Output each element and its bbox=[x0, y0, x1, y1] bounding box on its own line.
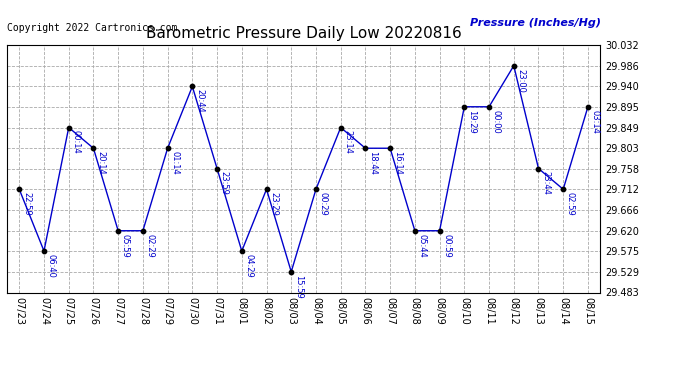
Text: 02:59: 02:59 bbox=[566, 192, 575, 216]
Point bbox=[335, 124, 346, 130]
Text: 00:29: 00:29 bbox=[319, 192, 328, 216]
Text: 01:14: 01:14 bbox=[170, 151, 179, 175]
Point bbox=[137, 228, 148, 234]
Point bbox=[509, 63, 520, 69]
Text: 00:59: 00:59 bbox=[442, 234, 451, 257]
Text: 23:59: 23:59 bbox=[220, 171, 229, 195]
Text: 06:40: 06:40 bbox=[47, 254, 56, 278]
Text: 23:14: 23:14 bbox=[344, 130, 353, 154]
Point bbox=[14, 186, 25, 192]
Point bbox=[360, 145, 371, 151]
Point bbox=[582, 104, 593, 110]
Point bbox=[434, 228, 445, 234]
Text: 23:44: 23:44 bbox=[541, 171, 550, 195]
Text: 03:14: 03:14 bbox=[591, 110, 600, 134]
Point bbox=[409, 228, 420, 234]
Text: 05:59: 05:59 bbox=[121, 234, 130, 257]
Text: 15:59: 15:59 bbox=[294, 274, 303, 298]
Point bbox=[236, 248, 247, 254]
Text: 18:44: 18:44 bbox=[368, 151, 377, 175]
Point bbox=[384, 145, 395, 151]
Point bbox=[88, 145, 99, 151]
Text: 19:29: 19:29 bbox=[467, 110, 476, 133]
Point bbox=[310, 186, 322, 192]
Point bbox=[558, 186, 569, 192]
Text: 00:14: 00:14 bbox=[72, 130, 81, 154]
Point bbox=[261, 186, 272, 192]
Text: 00:00: 00:00 bbox=[492, 110, 501, 133]
Text: Pressure (Inches/Hg): Pressure (Inches/Hg) bbox=[470, 18, 601, 28]
Point bbox=[187, 84, 198, 90]
Text: 05:44: 05:44 bbox=[417, 234, 426, 257]
Text: 22:59: 22:59 bbox=[22, 192, 31, 216]
Point bbox=[459, 104, 470, 110]
Text: 02:29: 02:29 bbox=[146, 234, 155, 257]
Point bbox=[212, 165, 223, 171]
Point bbox=[286, 269, 297, 275]
Point bbox=[162, 145, 173, 151]
Point bbox=[112, 228, 124, 234]
Text: 04:29: 04:29 bbox=[244, 254, 253, 278]
Text: 16:14: 16:14 bbox=[393, 151, 402, 175]
Point bbox=[63, 124, 75, 130]
Text: Copyright 2022 Cartronics.com: Copyright 2022 Cartronics.com bbox=[7, 22, 177, 33]
Text: 23:29: 23:29 bbox=[269, 192, 278, 216]
Text: 23:00: 23:00 bbox=[517, 69, 526, 92]
Point bbox=[533, 165, 544, 171]
Point bbox=[484, 104, 495, 110]
Title: Barometric Pressure Daily Low 20220816: Barometric Pressure Daily Low 20220816 bbox=[146, 26, 462, 41]
Point bbox=[39, 248, 50, 254]
Text: 20:14: 20:14 bbox=[96, 151, 105, 175]
Text: 20:44: 20:44 bbox=[195, 89, 204, 113]
